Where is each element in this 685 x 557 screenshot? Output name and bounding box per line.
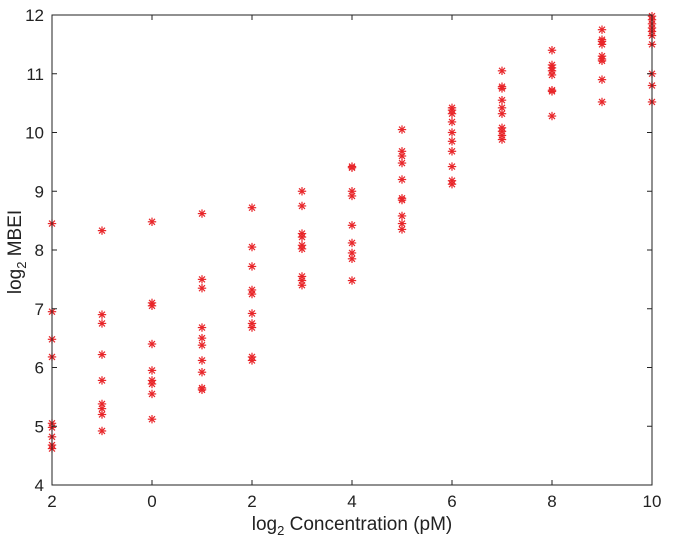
data-point xyxy=(247,242,257,252)
data-point xyxy=(547,46,557,55)
data-point xyxy=(97,319,107,328)
data-point xyxy=(147,366,157,375)
data-point xyxy=(397,175,407,184)
data-point xyxy=(347,254,357,264)
data-point xyxy=(547,87,557,96)
data-point xyxy=(147,217,157,226)
data-point xyxy=(247,203,257,212)
data-point xyxy=(297,232,307,242)
data-point xyxy=(247,309,257,318)
y-tick-label: 6 xyxy=(35,359,44,378)
data-point xyxy=(97,350,107,359)
data-point xyxy=(347,163,357,172)
x-tick-label: 8 xyxy=(547,492,556,511)
data-point xyxy=(447,162,457,171)
y-axis-title: log2 MBEI xyxy=(5,210,29,294)
data-point xyxy=(347,221,357,230)
y-tick-labels: 4 5 6 7 8 9 10 11 12 xyxy=(25,6,44,495)
data-point xyxy=(297,187,307,196)
data-point xyxy=(597,97,607,107)
data-point xyxy=(597,40,607,49)
data-point xyxy=(97,410,107,419)
data-point xyxy=(547,70,557,80)
data-point xyxy=(197,209,207,218)
data-point xyxy=(147,379,157,389)
data-point xyxy=(547,111,557,121)
data-point xyxy=(497,95,507,105)
data-point xyxy=(497,109,507,118)
data-point xyxy=(97,310,107,319)
data-point xyxy=(247,323,257,332)
x-tick-labels: 2 0 2 4 6 8 10 xyxy=(47,492,661,511)
data-point xyxy=(347,238,357,248)
data-point xyxy=(397,225,407,234)
data-point xyxy=(197,283,207,293)
data-point xyxy=(97,226,107,235)
x-tick-label: 2 xyxy=(47,492,56,511)
data-point xyxy=(497,135,507,144)
x-tick-label: 0 xyxy=(147,492,156,511)
data-point xyxy=(397,125,407,134)
data-point xyxy=(597,56,607,66)
data-point xyxy=(147,415,157,424)
y-tick-label: 11 xyxy=(26,65,44,84)
data-point xyxy=(197,275,207,284)
data-point xyxy=(397,151,407,161)
data-point xyxy=(247,289,257,299)
data-point xyxy=(197,368,207,377)
y-tick-label: 9 xyxy=(35,182,44,201)
data-point xyxy=(297,201,307,211)
data-point xyxy=(297,281,307,290)
data-point xyxy=(347,191,357,201)
data-point xyxy=(197,340,207,350)
data-point xyxy=(597,75,607,84)
y-tick-label: 8 xyxy=(35,241,44,260)
y-tick-label: 10 xyxy=(25,124,44,143)
data-point xyxy=(97,376,107,385)
x-axis-title: log2 Concentration (pM) xyxy=(252,514,453,538)
data-point xyxy=(447,128,457,137)
data-point xyxy=(147,389,157,399)
data-point xyxy=(447,117,457,127)
data-point xyxy=(347,276,357,285)
data-point xyxy=(397,158,407,168)
data-point xyxy=(447,137,457,146)
x-tick-label: 2 xyxy=(247,492,256,511)
x-tick-label: 10 xyxy=(643,492,662,511)
data-point xyxy=(147,339,157,349)
data-point xyxy=(97,404,107,413)
data-point xyxy=(447,147,457,156)
data-point xyxy=(447,109,457,118)
data-point xyxy=(197,356,207,365)
data-point xyxy=(247,262,257,271)
data-point xyxy=(397,211,407,221)
data-point xyxy=(397,195,407,205)
data-point xyxy=(597,25,607,34)
data-point xyxy=(247,356,257,365)
y-tick-label: 5 xyxy=(35,417,44,436)
data-point xyxy=(97,426,107,436)
x-tick-label: 6 xyxy=(447,492,456,511)
data-point xyxy=(297,244,307,254)
x-tick-label: 4 xyxy=(347,492,356,511)
data-point xyxy=(497,84,507,93)
data-point xyxy=(197,385,207,395)
y-tick-label: 7 xyxy=(35,300,44,319)
data-point xyxy=(147,301,157,311)
y-tick-label: 4 xyxy=(35,476,44,495)
axis-ticks xyxy=(51,14,653,486)
data-point xyxy=(447,180,457,189)
data-point xyxy=(197,323,207,332)
data-point xyxy=(497,66,507,76)
y-tick-label: 12 xyxy=(25,6,44,25)
data-point xyxy=(197,333,207,343)
